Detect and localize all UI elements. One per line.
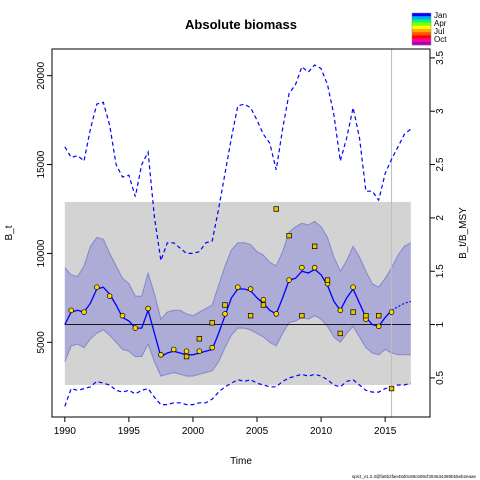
x-tick-label: 2015 [374, 426, 397, 437]
observation-square [196, 336, 203, 342]
y-tick-right-label: 2 [435, 215, 446, 221]
series-layer [64, 49, 412, 417]
ci-upper-edge [64, 220, 412, 321]
axes-layer: 1990 1995 2000 2005 2010 20155000100001500020… [36, 51, 446, 437]
observation-point [119, 312, 126, 319]
y-tick-right-label: 1 [435, 321, 446, 327]
legend-season-label: Jul [434, 27, 444, 36]
confidence-layer [64, 220, 412, 377]
observation-point [68, 307, 74, 314]
observation-point [196, 348, 203, 354]
observation-point [299, 264, 305, 271]
observation-point [337, 307, 344, 314]
legend-color-swatch [412, 35, 431, 39]
legend-color-swatch [412, 41, 431, 46]
observation-point [209, 344, 215, 351]
observation-point [388, 309, 395, 315]
observation-square [337, 330, 343, 337]
observation-point [106, 293, 113, 299]
observation-square [299, 313, 305, 319]
reference-band-layer [64, 201, 411, 385]
observation-square [376, 313, 382, 319]
observation-point [247, 286, 254, 292]
y-axis-label-right: B_t/B_MSY [458, 207, 469, 259]
x-tick-label: 1990 [54, 426, 77, 437]
observation-layer [68, 206, 395, 392]
legend-frame [411, 12, 432, 46]
y-tick-label: 20000 [36, 61, 47, 89]
reference-band [64, 201, 411, 385]
ci-band [64, 221, 411, 377]
observation-square [312, 243, 318, 249]
observation-point [170, 346, 177, 353]
ci-lower-edge [64, 315, 411, 377]
legend-color-swatch [412, 32, 431, 36]
y-tick-right-label: 1.5 [435, 264, 446, 278]
observation-square [260, 302, 267, 308]
legend-color-swatch [412, 22, 431, 27]
observation-square [209, 320, 215, 326]
y-tick-label: 5000 [36, 331, 47, 354]
x-axis-label: Time [230, 456, 252, 467]
observation-point [260, 296, 267, 303]
legend-color-swatch [412, 29, 431, 33]
observation-point [286, 277, 292, 283]
y-tick-right-label: 3.5 [435, 51, 446, 65]
x-tick-label: 2010 [310, 426, 333, 437]
y-tick-right-label: 2.5 [435, 157, 446, 171]
legend-season-label: Apr [434, 19, 447, 28]
observation-point [145, 305, 151, 312]
observation-point [132, 325, 139, 331]
observation-square [388, 385, 395, 392]
observation-square [286, 233, 292, 239]
observation-point [94, 284, 100, 290]
x-tick-label: 2005 [246, 426, 269, 437]
observation-square [363, 313, 369, 319]
observation-square [183, 353, 190, 360]
observation-square [350, 309, 356, 315]
observation-point [375, 323, 382, 330]
observation-square [247, 313, 254, 319]
legend-color-swatch [412, 13, 431, 17]
chart-title: Absolute biomass [185, 17, 297, 32]
y-tick-label: 10000 [36, 239, 47, 267]
x-tick-label: 1995 [118, 426, 141, 437]
legend-color-swatch [412, 25, 431, 30]
observation-point [311, 264, 318, 271]
observation-square [222, 302, 228, 308]
observation-square [273, 206, 279, 212]
outer-ci-upper [64, 64, 412, 261]
forecast-line [391, 300, 411, 311]
y-tick-right-label: 3 [435, 108, 446, 114]
legend-season-label: Oct [434, 35, 447, 44]
observation-point [235, 284, 241, 290]
estimate-line [64, 268, 393, 358]
legend-color-swatch [412, 38, 431, 43]
y-axis-label: B_t [4, 225, 15, 240]
footer-version: spict_v1.2.3@fa5b2fae48d0c88c609cf384634… [352, 474, 477, 479]
observation-point [183, 348, 190, 354]
x-tick-label: 2000 [182, 426, 205, 437]
plot-frame [51, 48, 431, 418]
observation-point [273, 311, 279, 317]
observation-point [222, 311, 228, 317]
legend-color-swatch [412, 19, 431, 23]
legend-season-label: Jan [434, 11, 447, 20]
observation-square [324, 277, 331, 283]
legend-color-swatch [412, 16, 431, 20]
y-tick-right-label: 0.5 [435, 371, 446, 385]
observation-point [158, 352, 164, 358]
observation-point [350, 284, 356, 290]
observation-point [81, 309, 87, 315]
y-tick-label: 15000 [36, 150, 47, 178]
